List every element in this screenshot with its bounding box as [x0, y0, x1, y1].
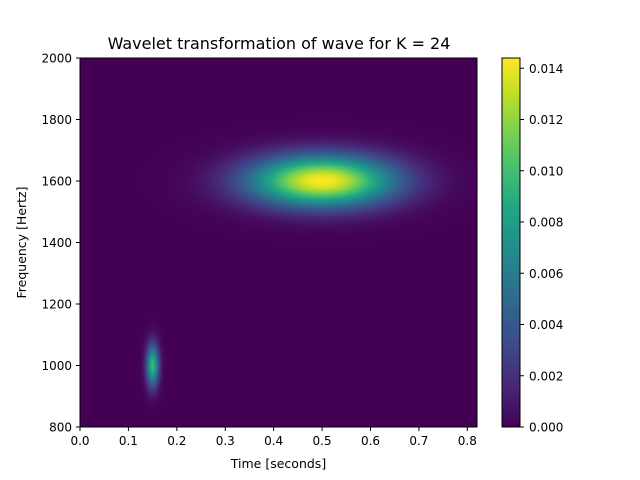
x-tick-label: 0.2	[167, 434, 186, 448]
x-tick-label: 0.5	[313, 434, 332, 448]
y-tick-label: 1400	[41, 236, 72, 250]
y-tick-label: 1200	[41, 298, 72, 312]
colorbar-tick-label: 0.010	[529, 164, 563, 178]
y-axis: 800 1000 1200 1400 1600 1800 2000	[41, 52, 80, 435]
heatmap-image	[80, 58, 477, 427]
colorbar-tick-label: 0.014	[529, 62, 563, 76]
colorbar-tick-label: 0.008	[529, 216, 563, 230]
heatmap	[80, 58, 477, 427]
y-tick-label: 2000	[41, 52, 72, 66]
colorbar-axis: 0.000 0.002 0.004 0.006 0.008 0.010 0.012 0.014	[520, 62, 563, 435]
x-tick-label: 0.0	[70, 434, 89, 448]
colorbar-tick-label: 0.006	[529, 267, 563, 281]
colorbar	[501, 57, 521, 428]
colorbar-tick-label: 0.000	[529, 421, 563, 435]
x-tick-label: 0.7	[409, 434, 428, 448]
colorbar-tick-label: 0.004	[529, 318, 563, 332]
x-axis: 0.0 0.1 0.2 0.3 0.4 0.5 0.6 0.7 0.8	[70, 427, 477, 448]
y-tick-label: 800	[49, 421, 72, 435]
x-tick-label: 0.3	[216, 434, 235, 448]
colorbar-tick-label: 0.012	[529, 113, 563, 127]
x-tick-label: 0.1	[119, 434, 138, 448]
y-axis-label: Frequency [Hertz]	[14, 187, 29, 299]
y-tick-label: 1600	[41, 175, 72, 189]
x-tick-label: 0.6	[361, 434, 380, 448]
colorbar-tick-label: 0.002	[529, 369, 563, 383]
x-tick-label: 0.8	[458, 434, 477, 448]
x-tick-label: 0.4	[264, 434, 283, 448]
y-tick-label: 1800	[41, 113, 72, 127]
x-axis-label: Time [seconds]	[230, 456, 326, 471]
y-tick-label: 1000	[41, 359, 72, 373]
chart-title: Wavelet transformation of wave for K = 2…	[108, 34, 451, 53]
